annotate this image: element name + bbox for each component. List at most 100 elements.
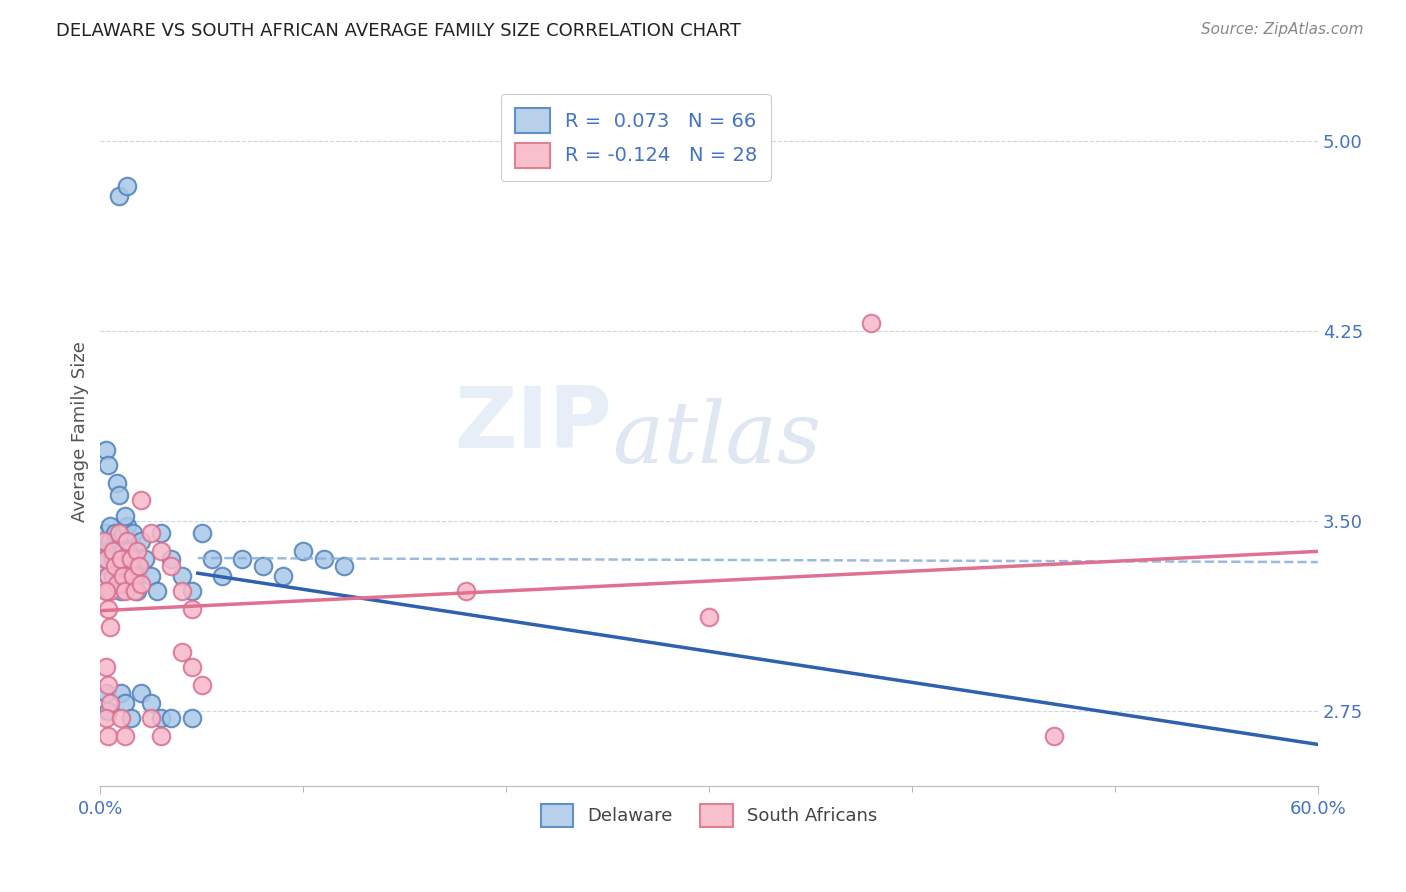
- Point: [107, 488, 129, 502]
- Point: [100, 620, 122, 634]
- Point: [129, 533, 152, 548]
- Point: [93, 544, 115, 558]
- Point: [211, 569, 233, 583]
- Point: [170, 645, 193, 659]
- Point: [111, 544, 134, 558]
- Point: [100, 696, 122, 710]
- Point: [101, 551, 124, 566]
- Legend: Delaware, South Africans: Delaware, South Africans: [533, 797, 884, 834]
- Point: [110, 711, 132, 725]
- Point: [139, 696, 162, 710]
- Point: [96, 584, 118, 599]
- Point: [107, 189, 129, 203]
- Point: [697, 609, 720, 624]
- Point: [97, 704, 120, 718]
- Point: [125, 544, 148, 558]
- Point: [134, 551, 156, 566]
- Point: [191, 678, 214, 692]
- Point: [96, 686, 118, 700]
- Point: [96, 551, 118, 566]
- Point: [115, 577, 138, 591]
- Point: [146, 584, 169, 599]
- Point: [97, 458, 120, 472]
- Point: [111, 569, 134, 583]
- Point: [110, 569, 132, 583]
- Point: [103, 544, 125, 558]
- Point: [100, 544, 122, 558]
- Point: [114, 696, 136, 710]
- Point: [120, 551, 142, 566]
- Point: [180, 584, 202, 599]
- Text: atlas: atlas: [612, 398, 821, 481]
- Point: [129, 493, 152, 508]
- Point: [105, 577, 128, 591]
- Point: [129, 686, 152, 700]
- Point: [101, 569, 124, 583]
- Point: [115, 533, 138, 548]
- Point: [150, 526, 173, 541]
- Point: [120, 711, 142, 725]
- Point: [114, 508, 136, 523]
- Point: [107, 526, 129, 541]
- Point: [101, 544, 124, 558]
- Point: [180, 711, 202, 725]
- Text: ZIP: ZIP: [454, 384, 612, 467]
- Y-axis label: Average Family Size: Average Family Size: [72, 342, 89, 523]
- Point: [120, 577, 142, 591]
- Point: [114, 559, 136, 574]
- Point: [91, 533, 114, 548]
- Point: [107, 551, 129, 566]
- Point: [271, 569, 294, 583]
- Point: [96, 711, 118, 725]
- Point: [110, 686, 132, 700]
- Point: [96, 660, 118, 674]
- Point: [110, 584, 132, 599]
- Point: [110, 551, 132, 566]
- Point: [103, 526, 125, 541]
- Point: [114, 584, 136, 599]
- Point: [125, 569, 148, 583]
- Point: [105, 475, 128, 490]
- Point: [860, 316, 883, 330]
- Point: [111, 526, 134, 541]
- Point: [96, 526, 118, 541]
- Point: [103, 559, 125, 574]
- Point: [312, 551, 335, 566]
- Point: [1043, 729, 1066, 743]
- Point: [231, 551, 253, 566]
- Point: [97, 569, 120, 583]
- Point: [114, 729, 136, 743]
- Text: DELAWARE VS SOUTH AFRICAN AVERAGE FAMILY SIZE CORRELATION CHART: DELAWARE VS SOUTH AFRICAN AVERAGE FAMILY…: [56, 22, 741, 40]
- Point: [124, 584, 146, 599]
- Point: [150, 711, 173, 725]
- Point: [180, 660, 202, 674]
- Point: [100, 584, 122, 599]
- Point: [93, 559, 115, 574]
- Point: [121, 526, 143, 541]
- Point: [160, 711, 183, 725]
- Point: [180, 602, 202, 616]
- Point: [96, 442, 118, 457]
- Point: [107, 533, 129, 548]
- Point: [124, 551, 146, 566]
- Point: [139, 569, 162, 583]
- Point: [333, 559, 356, 574]
- Point: [121, 569, 143, 583]
- Point: [97, 584, 120, 599]
- Point: [93, 533, 115, 548]
- Point: [160, 551, 183, 566]
- Point: [97, 729, 120, 743]
- Point: [97, 678, 120, 692]
- Point: [252, 559, 274, 574]
- Point: [125, 584, 148, 599]
- Text: Source: ZipAtlas.com: Source: ZipAtlas.com: [1201, 22, 1364, 37]
- Point: [97, 602, 120, 616]
- Point: [170, 584, 193, 599]
- Point: [139, 526, 162, 541]
- Point: [115, 179, 138, 194]
- Point: [105, 559, 128, 574]
- Point: [97, 569, 120, 583]
- Point: [100, 533, 122, 548]
- Point: [118, 544, 141, 558]
- Point: [454, 584, 477, 599]
